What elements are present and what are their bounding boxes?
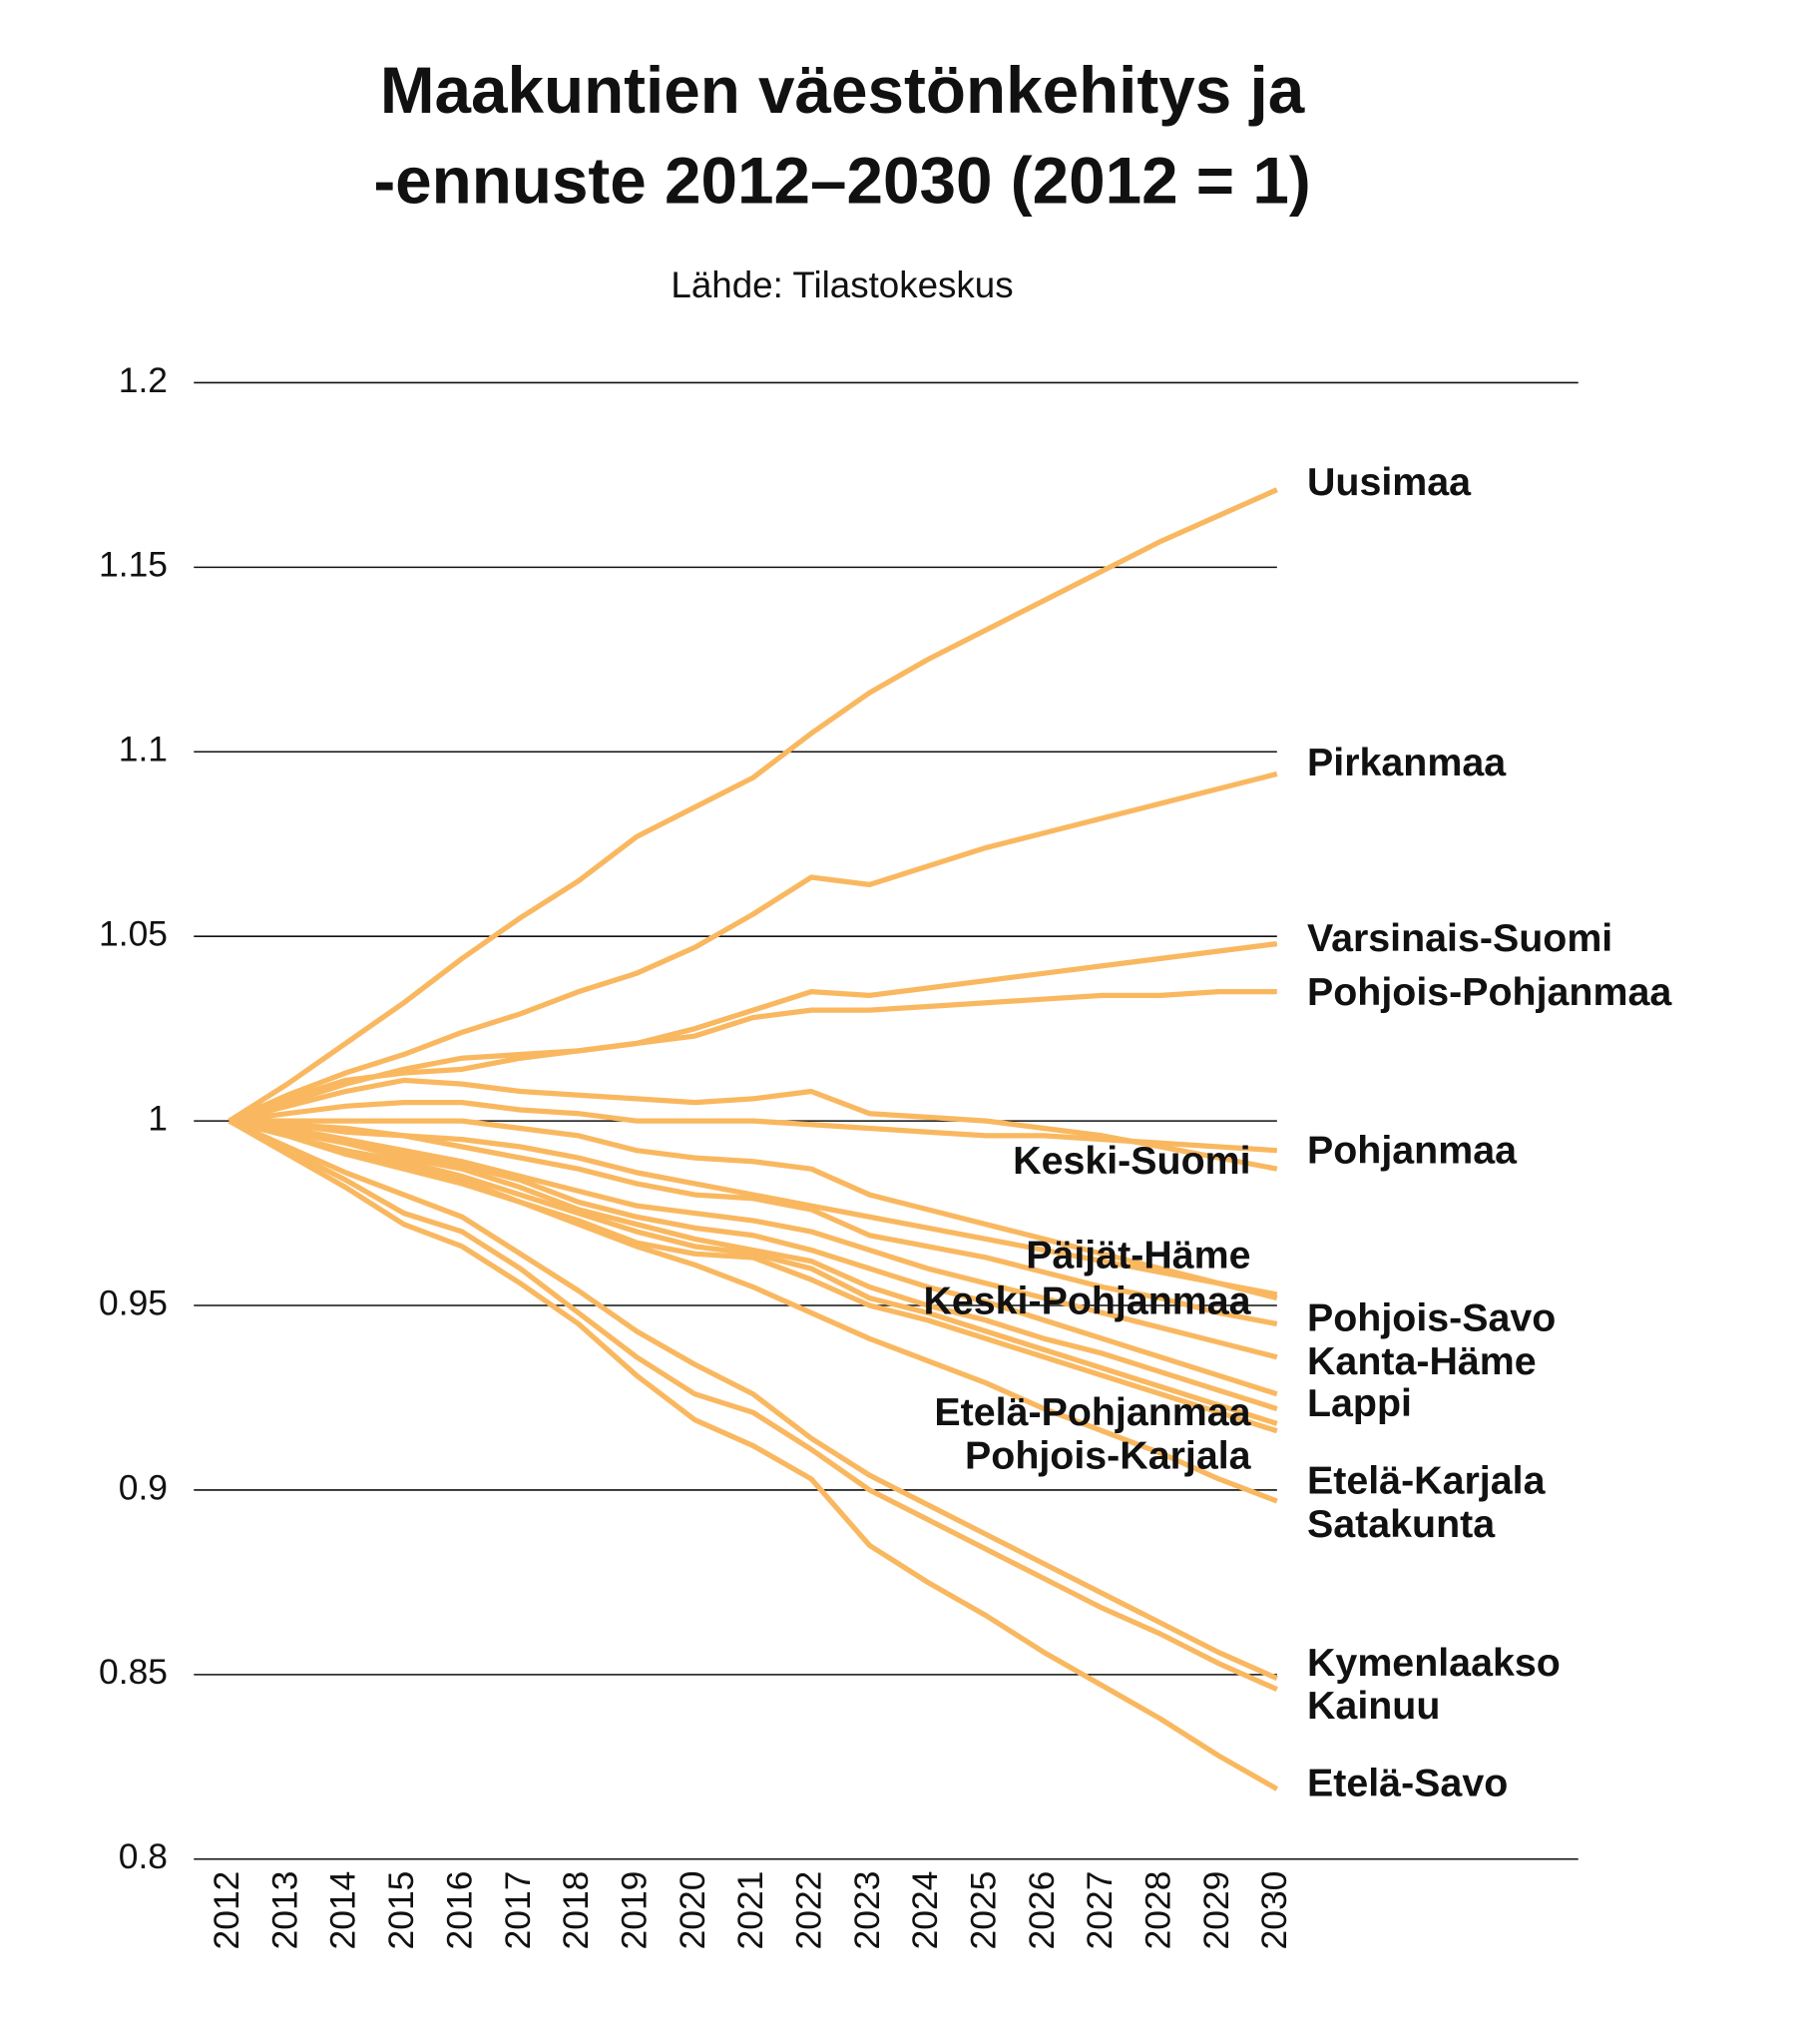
y-tick-label: 0.9 [119,1467,168,1507]
y-tick-label: 1.05 [99,914,168,954]
series-line [228,1118,1278,1504]
x-tick-label: 2019 [614,1871,654,1950]
x-tick-label: 2012 [207,1871,246,1950]
y-tick-label: 1.15 [99,545,168,585]
x-tick-label: 2014 [323,1871,363,1950]
series-label: Pohjois-Savo [1307,1296,1556,1340]
x-tick-label: 2020 [673,1871,712,1950]
series-label: Kainuu [1307,1684,1440,1728]
series-line [227,770,1278,1124]
x-tick-label: 2016 [439,1871,479,1950]
series-label: Etelä-Karjala [1307,1458,1547,1502]
series-label: Keski-Suomi [1013,1139,1250,1183]
series-line [227,1118,1278,1681]
series-label: Keski-Pohjanmaa [923,1279,1251,1323]
series-label: Pohjanmaa [1307,1129,1518,1173]
x-tick-label: 2025 [963,1871,1003,1950]
series-line [228,1118,1278,1426]
series-label: Pohjois-Pohjanmaa [1307,970,1672,1014]
x-tick-label: 2023 [847,1871,887,1950]
series-label: Etelä-Pohjanmaa [934,1390,1251,1434]
y-tick-label: 1.2 [119,360,168,400]
series-line [227,1118,1278,1693]
chart-title: Maakuntien väestönkehitys ja [380,54,1305,127]
x-tick-label: 2027 [1080,1871,1120,1950]
series-line [228,1118,1278,1327]
series-label: Kanta-Häme [1307,1339,1537,1383]
series-label: Uusimaa [1307,460,1472,504]
series-label: Pohjois-Karjala [965,1434,1252,1478]
y-tick-label: 0.8 [119,1836,168,1876]
y-tick-label: 1.1 [119,730,168,769]
chart-subtitle: Lähde: Tilastokeskus [671,264,1013,305]
series-line [227,487,1278,1124]
series-line [228,1099,1277,1154]
series-line [228,1118,1278,1434]
x-tick-label: 2021 [730,1871,770,1950]
series-label: Pirkanmaa [1307,741,1507,784]
series-line [228,1118,1278,1360]
series-label: Kymenlaakso [1307,1641,1561,1685]
chart-title: -ennuste 2012–2030 (2012 = 1) [373,145,1310,218]
series-line [228,1077,1278,1172]
series-label: Varsinais-Suomi [1307,916,1612,960]
x-tick-label: 2017 [498,1871,538,1950]
series-line [228,1118,1278,1412]
y-tick-label: 0.95 [99,1282,168,1322]
x-tick-label: 2030 [1254,1871,1294,1950]
y-tick-label: 0.85 [99,1652,168,1692]
series-label: Etelä-Savo [1307,1762,1508,1805]
x-tick-label: 2013 [264,1871,304,1950]
x-tick-label: 2015 [381,1871,421,1950]
series-line [228,1118,1278,1301]
x-tick-label: 2024 [905,1871,945,1950]
x-tick-label: 2026 [1022,1871,1062,1950]
series-label: Satakunta [1307,1502,1496,1546]
x-tick-label: 2022 [788,1871,828,1950]
x-tick-label: 2028 [1138,1871,1178,1950]
series-label: Lappi [1307,1381,1412,1425]
series-line [228,1118,1278,1397]
series-line [227,1118,1279,1791]
x-tick-label: 2018 [556,1871,596,1950]
series-line [227,940,1278,1124]
series-line [227,989,1277,1124]
y-tick-label: 1 [148,1098,168,1138]
x-tick-label: 2029 [1196,1871,1236,1950]
series-label: Päijät-Häme [1026,1234,1250,1278]
